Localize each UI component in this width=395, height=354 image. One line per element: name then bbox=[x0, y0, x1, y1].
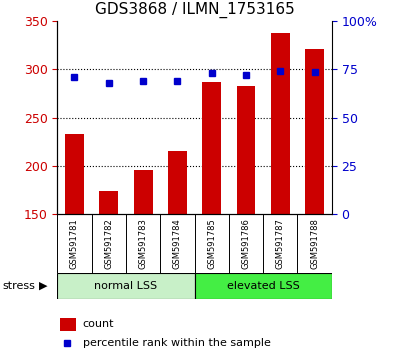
Text: normal LSS: normal LSS bbox=[94, 281, 158, 291]
Bar bbox=[168, 152, 187, 214]
Bar bbox=[134, 170, 152, 214]
Bar bbox=[65, 134, 84, 214]
Text: GSM591786: GSM591786 bbox=[241, 218, 250, 269]
Bar bbox=[237, 86, 256, 214]
Text: GSM591783: GSM591783 bbox=[139, 218, 148, 269]
Text: GSM591788: GSM591788 bbox=[310, 218, 319, 269]
Bar bbox=[60, 318, 76, 331]
Title: GDS3868 / ILMN_1753165: GDS3868 / ILMN_1753165 bbox=[95, 2, 294, 18]
Bar bbox=[195, 273, 332, 299]
Text: GSM591782: GSM591782 bbox=[104, 218, 113, 269]
Text: GSM591781: GSM591781 bbox=[70, 218, 79, 269]
Bar bbox=[271, 33, 290, 214]
Text: GSM591785: GSM591785 bbox=[207, 218, 216, 269]
Bar bbox=[305, 49, 324, 214]
Text: percentile rank within the sample: percentile rank within the sample bbox=[83, 338, 271, 348]
Bar bbox=[99, 191, 118, 214]
Text: GSM591787: GSM591787 bbox=[276, 218, 285, 269]
Text: GSM591784: GSM591784 bbox=[173, 218, 182, 269]
Bar bbox=[202, 82, 221, 214]
Text: ▶: ▶ bbox=[39, 281, 47, 291]
Text: count: count bbox=[83, 319, 114, 329]
Text: elevated LSS: elevated LSS bbox=[227, 281, 299, 291]
Bar bbox=[57, 273, 195, 299]
Text: stress: stress bbox=[2, 281, 35, 291]
